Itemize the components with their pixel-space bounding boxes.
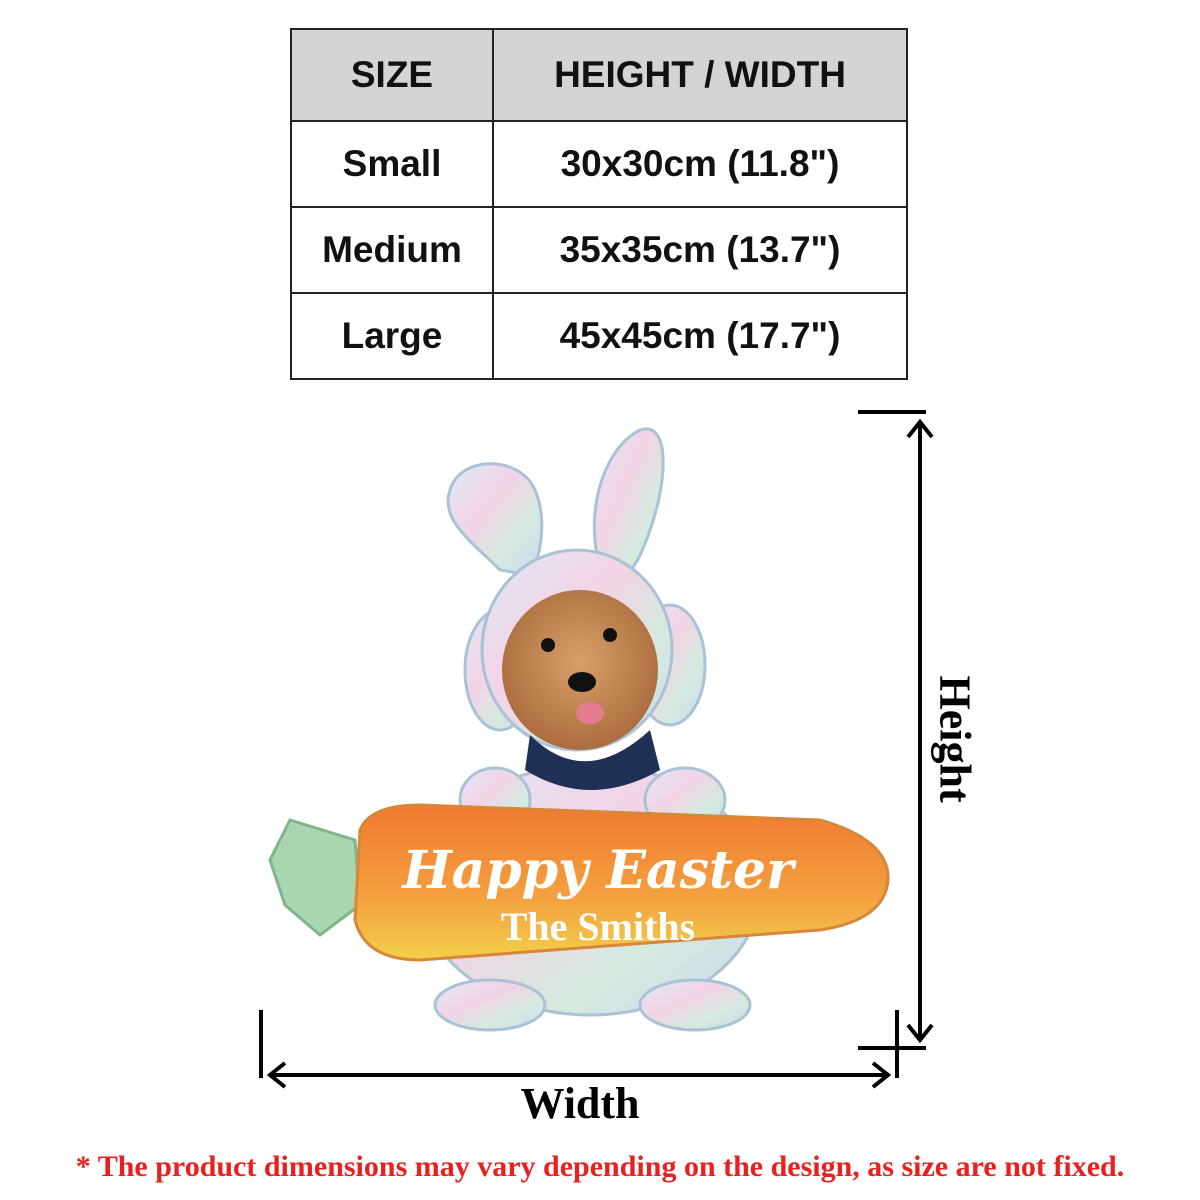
bunny-ears bbox=[446, 427, 665, 582]
size-cell: Medium bbox=[290, 206, 494, 294]
dimension-cell: 30x30cm (11.8") bbox=[492, 120, 908, 208]
header-size: SIZE bbox=[290, 28, 494, 122]
carrot: Happy Easter The Smiths bbox=[268, 803, 890, 962]
width-arrow bbox=[259, 1010, 892, 1089]
product-text-line1: Happy Easter bbox=[401, 840, 798, 901]
product-text-line2: The Smiths bbox=[501, 904, 696, 949]
height-arrow bbox=[858, 410, 934, 1078]
height-label: Height bbox=[930, 675, 980, 803]
dimension-cell: 45x45cm (17.7") bbox=[492, 292, 908, 380]
width-label: Width bbox=[520, 1079, 640, 1128]
dog bbox=[502, 590, 660, 790]
header-height-width: HEIGHT / WIDTH bbox=[492, 28, 908, 122]
table-row: Small 30x30cm (11.8") bbox=[290, 120, 908, 208]
size-table: SIZE HEIGHT / WIDTH Small 30x30cm (11.8"… bbox=[290, 28, 908, 380]
table-header-row: SIZE HEIGHT / WIDTH bbox=[290, 28, 908, 122]
size-cell: Large bbox=[290, 292, 494, 380]
dimension-cell: 35x35cm (13.7") bbox=[492, 206, 908, 294]
footnote: * The product dimensions may vary depend… bbox=[75, 1150, 1125, 1183]
table-row: Large 45x45cm (17.7") bbox=[290, 292, 908, 380]
table-row: Medium 35x35cm (13.7") bbox=[290, 206, 908, 294]
size-cell: Small bbox=[290, 120, 494, 208]
